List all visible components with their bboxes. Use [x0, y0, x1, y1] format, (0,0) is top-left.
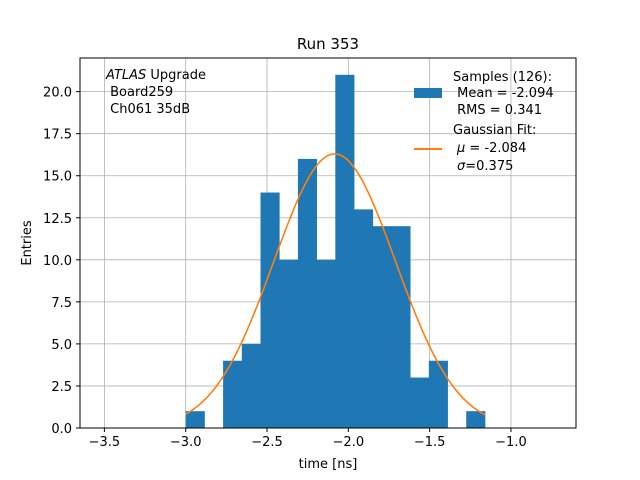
x-tick-label: −1.5: [414, 435, 446, 450]
x-tick-label: −3.5: [89, 435, 121, 450]
y-tick-label: 7.5: [51, 296, 72, 311]
x-axis-ticks: −3.5 −3.0 −2.5 −2.0 −1.5 −1.0: [89, 428, 527, 450]
legend-sigma-value: =0.375: [465, 159, 513, 174]
annotation-board: Board259: [106, 85, 173, 100]
legend-histogram-swatch: [414, 88, 442, 98]
y-tick-label: 2.5: [51, 380, 72, 395]
y-axis-ticks: 0.0 2.5 5.0 7.5 10.0 12.5 15.0 17.5 20.0: [43, 86, 80, 437]
histogram-bar: [223, 360, 243, 428]
atlas-label: ATLAS: [105, 68, 146, 83]
y-tick-label: 20.0: [43, 86, 72, 101]
svg-text:μ = -2.084: μ = -2.084: [456, 141, 526, 156]
x-tick-label: −2.5: [251, 435, 283, 450]
histogram-bar: [372, 226, 392, 428]
chart-title: Run 353: [297, 35, 359, 53]
histogram-bar: [297, 158, 318, 428]
y-tick-label: 15.0: [43, 170, 72, 185]
histogram-bar: [241, 343, 261, 428]
legend-fit-title: Gaussian Fit:: [453, 123, 536, 138]
y-tick-label: 5.0: [51, 338, 72, 353]
legend-samples: Samples (126):: [453, 70, 552, 85]
x-tick-label: −3.0: [170, 435, 202, 450]
histogram-bar: [391, 226, 411, 428]
histogram-bar: [260, 192, 280, 428]
histogram-bar: [466, 411, 486, 428]
svg-text:σ=0.375: σ=0.375: [457, 159, 513, 174]
histogram-bar: [279, 259, 299, 428]
y-tick-label: 0.0: [51, 422, 72, 437]
histogram-bar: [335, 74, 355, 429]
y-axis-label: Entries: [20, 220, 35, 266]
x-axis-label: time [ns]: [299, 457, 358, 472]
y-tick-label: 17.5: [43, 128, 72, 143]
legend-mean: Mean = -2.094: [453, 86, 554, 101]
gaussian-fit-line: [185, 153, 486, 416]
annotation-upgrade: Upgrade: [146, 68, 206, 83]
x-tick-label: −2.0: [333, 435, 365, 450]
legend: Samples (126): Mean = -2.094 RMS = 0.341…: [414, 70, 554, 174]
legend-mu-value: = -2.084: [465, 141, 526, 156]
legend-mu-symbol: μ: [456, 141, 465, 156]
histogram-bar: [428, 360, 448, 428]
y-tick-label: 10.0: [43, 254, 72, 269]
histogram-bar: [354, 209, 374, 428]
histogram-bar: [316, 259, 336, 428]
legend-rms: RMS = 0.341: [453, 103, 542, 118]
annotation-channel: Ch061 35dB: [106, 102, 190, 117]
gaussian-fit-curve: [185, 153, 486, 416]
y-tick-label: 12.5: [43, 212, 72, 227]
legend-sigma-symbol: σ: [457, 159, 466, 174]
plot-frame: [79, 57, 577, 429]
svg-text:ATLAS Upgrade: ATLAS Upgrade: [105, 68, 206, 83]
x-tick-label: −1.0: [495, 435, 527, 450]
histogram-bar: [185, 411, 205, 428]
atlas-annotation: ATLAS Upgrade Board259 Ch061 35dB: [105, 68, 206, 117]
histogram-bar: [410, 377, 430, 428]
